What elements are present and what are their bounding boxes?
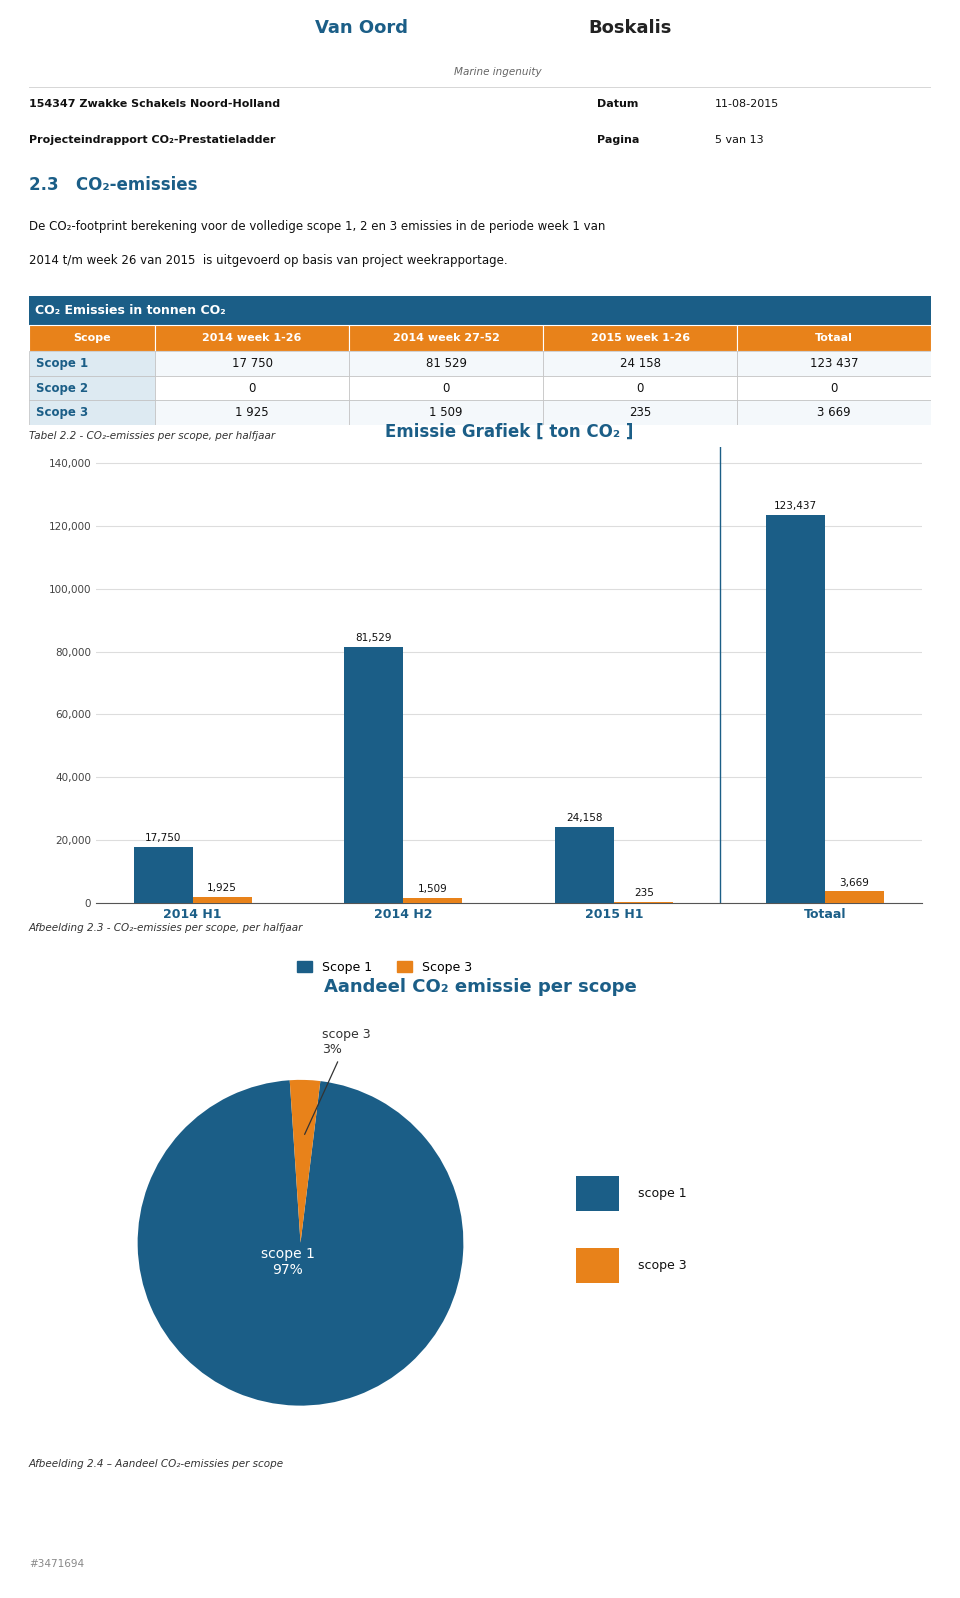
Text: Afbeelding 2.3 - CO₂-emissies per scope, per halfjaar: Afbeelding 2.3 - CO₂-emissies per scope,… — [29, 924, 303, 933]
Text: 1,509: 1,509 — [418, 884, 447, 895]
Bar — [29, 324, 156, 352]
Text: Afbeelding 2.4 – Aandeel CO₂-emissies per scope: Afbeelding 2.4 – Aandeel CO₂-emissies pe… — [29, 1459, 284, 1469]
Text: 0: 0 — [249, 382, 255, 395]
Text: CO₂ Emissies in tonnen CO₂: CO₂ Emissies in tonnen CO₂ — [36, 304, 226, 316]
Bar — [543, 376, 737, 401]
Text: scope 3
3%: scope 3 3% — [304, 1029, 371, 1135]
Text: 0: 0 — [636, 382, 644, 395]
Text: 17 750: 17 750 — [231, 356, 273, 371]
Text: 11-08-2015: 11-08-2015 — [714, 99, 779, 109]
Text: 2015 week 1-26: 2015 week 1-26 — [590, 334, 689, 344]
Text: Projecteindrapport CO₂-Prestatieladder: Projecteindrapport CO₂-Prestatieladder — [29, 136, 276, 145]
Bar — [576, 1248, 619, 1283]
Bar — [349, 401, 543, 425]
Text: Scope 1: Scope 1 — [36, 356, 88, 371]
Text: 2014 t/m week 26 van 2015  is uitgevoerd op basis van project weekrapportage.: 2014 t/m week 26 van 2015 is uitgevoerd … — [29, 254, 508, 267]
Text: 2014 week 27-52: 2014 week 27-52 — [393, 334, 499, 344]
Text: Scope: Scope — [73, 334, 110, 344]
Text: 1 925: 1 925 — [235, 406, 269, 419]
Text: 0: 0 — [443, 382, 450, 395]
Text: 81,529: 81,529 — [355, 633, 392, 642]
Text: Pagina: Pagina — [597, 136, 639, 145]
Text: 123,437: 123,437 — [774, 502, 817, 511]
Text: 1 509: 1 509 — [429, 406, 463, 419]
Bar — [133, 847, 193, 903]
Bar — [29, 296, 931, 324]
Bar — [29, 352, 156, 376]
Text: #3471694: #3471694 — [29, 1560, 84, 1569]
Bar — [29, 376, 156, 401]
Bar — [555, 828, 614, 903]
Text: Marine ingenuity: Marine ingenuity — [454, 67, 541, 77]
Title: Emissie Grafiek [ ton CO₂ ]: Emissie Grafiek [ ton CO₂ ] — [385, 422, 633, 441]
Text: Boskalis: Boskalis — [588, 19, 672, 37]
Text: scope 1
97%: scope 1 97% — [260, 1246, 315, 1277]
Bar — [29, 401, 156, 425]
Bar — [349, 352, 543, 376]
Text: 235: 235 — [629, 406, 651, 419]
Bar — [156, 401, 349, 425]
Text: Datum: Datum — [597, 99, 638, 109]
Bar — [349, 324, 543, 352]
Legend: Scope 1, Scope 3: Scope 1, Scope 3 — [293, 956, 477, 978]
Text: De CO₂-footprint berekening voor de volledige scope 1, 2 en 3 emissies in de per: De CO₂-footprint berekening voor de voll… — [29, 221, 605, 233]
Text: 123 437: 123 437 — [810, 356, 858, 371]
Text: Scope 3: Scope 3 — [36, 406, 88, 419]
Bar — [825, 892, 884, 903]
Bar — [543, 324, 737, 352]
Text: 3,669: 3,669 — [840, 877, 870, 887]
Text: scope 1: scope 1 — [638, 1187, 687, 1200]
Bar — [156, 324, 349, 352]
Bar — [543, 401, 737, 425]
Text: Scope 2: Scope 2 — [36, 382, 88, 395]
Bar — [349, 376, 543, 401]
Bar — [403, 898, 463, 903]
Bar — [193, 896, 252, 903]
Bar — [737, 401, 931, 425]
Wedge shape — [290, 1080, 321, 1243]
Wedge shape — [137, 1080, 464, 1406]
Text: 154347 Zwakke Schakels Noord-Holland: 154347 Zwakke Schakels Noord-Holland — [29, 99, 280, 109]
Bar — [345, 647, 403, 903]
Text: 24 158: 24 158 — [619, 356, 660, 371]
Text: 3 669: 3 669 — [817, 406, 851, 419]
Bar — [737, 376, 931, 401]
Text: 24,158: 24,158 — [566, 813, 603, 823]
Text: 2.3   CO₂-emissies: 2.3 CO₂-emissies — [29, 176, 198, 195]
Text: 17,750: 17,750 — [145, 833, 181, 844]
Bar — [737, 352, 931, 376]
Bar — [766, 515, 825, 903]
Text: 2014 week 1-26: 2014 week 1-26 — [203, 334, 301, 344]
Text: 5 van 13: 5 van 13 — [714, 136, 763, 145]
Text: 81 529: 81 529 — [425, 356, 467, 371]
Text: Aandeel CO₂ emissie per scope: Aandeel CO₂ emissie per scope — [324, 978, 636, 996]
Text: 1,925: 1,925 — [207, 884, 237, 893]
Bar — [543, 352, 737, 376]
Text: 235: 235 — [634, 888, 654, 898]
Text: scope 3: scope 3 — [638, 1259, 687, 1272]
Text: Totaal: Totaal — [815, 334, 853, 344]
Text: Van Oord: Van Oord — [315, 19, 408, 37]
Bar — [576, 1176, 619, 1211]
Bar — [737, 324, 931, 352]
Bar — [156, 376, 349, 401]
Text: Tabel 2.2 - CO₂-emissies per scope, per halfjaar: Tabel 2.2 - CO₂-emissies per scope, per … — [29, 431, 275, 441]
Bar — [156, 352, 349, 376]
Text: 0: 0 — [830, 382, 838, 395]
